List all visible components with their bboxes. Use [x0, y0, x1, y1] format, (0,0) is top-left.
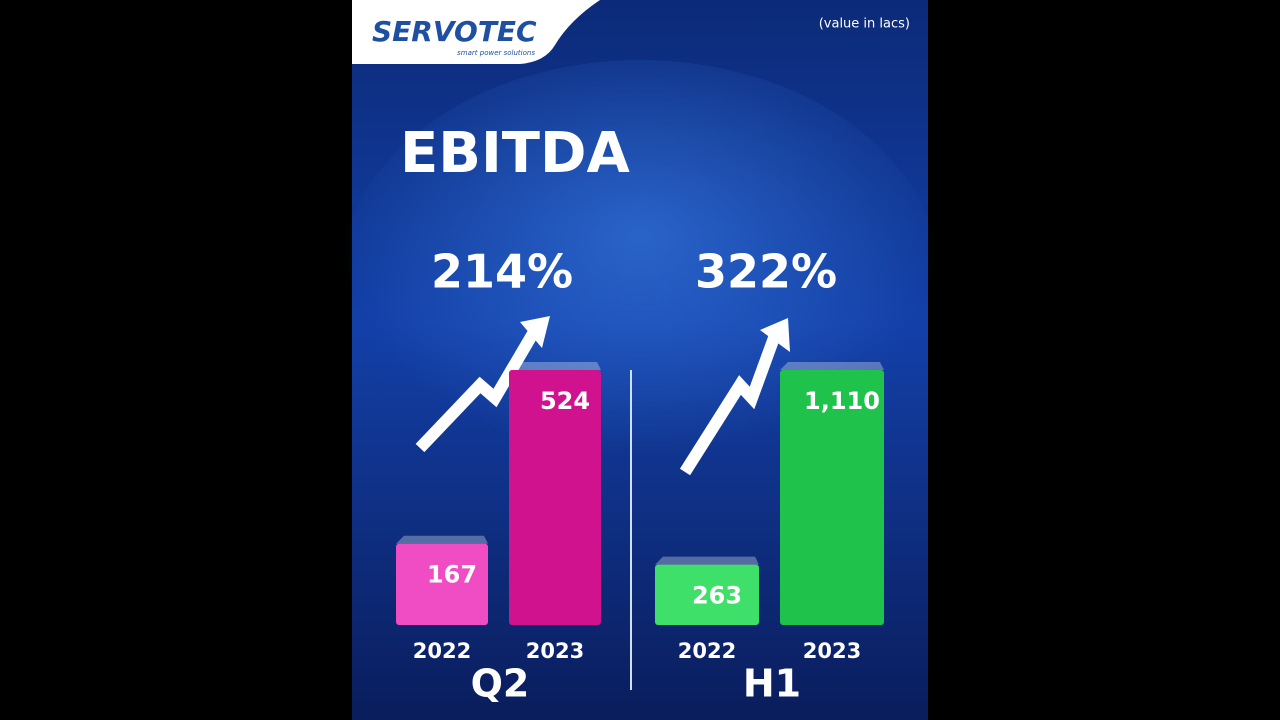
arrow — [415, 326, 541, 453]
arrow-head — [520, 316, 550, 348]
x-tick-label: 2022 — [678, 639, 736, 663]
bar — [780, 370, 884, 625]
bar-top — [396, 535, 488, 544]
arrow — [679, 332, 781, 476]
arrow-head — [760, 318, 790, 352]
x-tick-label: 2023 — [526, 639, 584, 663]
group-label: H1 — [743, 662, 801, 706]
bar-top — [509, 362, 601, 370]
bar-top — [780, 362, 884, 370]
bar-top — [655, 556, 759, 565]
value-label: 524 — [540, 387, 590, 415]
group-label: Q2 — [471, 662, 530, 706]
x-tick-label: 2023 — [803, 639, 861, 663]
logo-box — [352, 0, 600, 64]
value-label: 263 — [692, 582, 742, 610]
title: EBITDA — [400, 121, 630, 186]
growth-label: 322% — [695, 245, 837, 299]
x-tick-label: 2022 — [413, 639, 471, 663]
logo-tagline: smart power solutions — [457, 49, 535, 57]
bar — [396, 543, 488, 625]
value-label: 167 — [427, 561, 477, 589]
bar — [509, 370, 601, 625]
growth-label: 214% — [431, 245, 573, 299]
unit-note: (value in lacs) — [819, 17, 910, 32]
value-label: 1,110 — [804, 387, 880, 415]
logo-name: SERVOTEC — [372, 15, 537, 48]
bar — [655, 564, 759, 625]
